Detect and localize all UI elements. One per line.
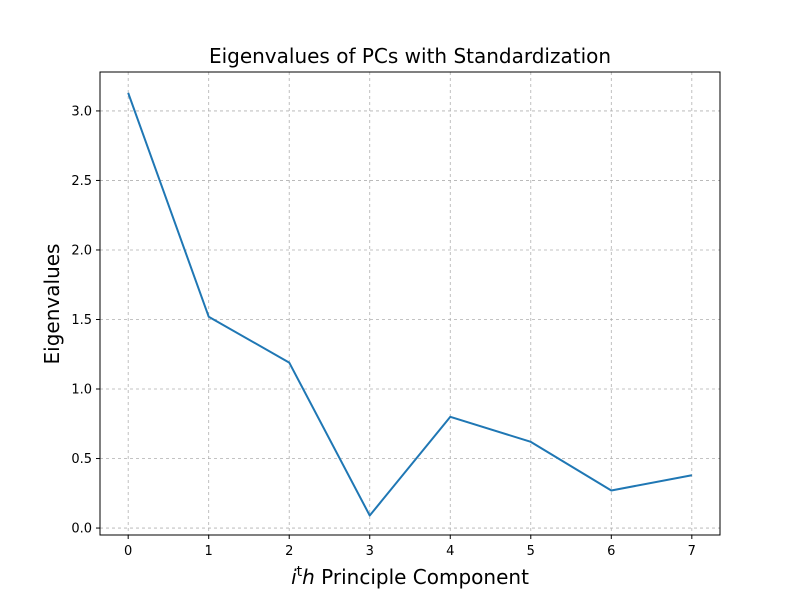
x-tick-label: 3 (366, 544, 374, 559)
x-axis-label-superscript: t (297, 564, 303, 580)
y-axis-label: Eigenvalues (40, 244, 64, 365)
x-axis-label-text: Principle Component (315, 565, 529, 589)
x-tick-label: 2 (285, 544, 293, 559)
x-tick-label: 0 (124, 544, 132, 559)
grid (100, 72, 720, 535)
y-tick-label: 2.5 (71, 174, 92, 189)
x-axis-ticks: 0 1 2 3 4 5 6 7 (124, 535, 696, 559)
x-axis-label-h: h (302, 565, 315, 589)
chart-title: Eigenvalues of PCs with Standardization (209, 44, 611, 68)
y-tick-label: 1.5 (71, 313, 92, 328)
y-axis-ticks: 0.0 0.5 1.0 1.5 2.0 2.5 3.0 (71, 104, 100, 537)
x-tick-label: 7 (688, 544, 696, 559)
series-line-0 (127, 92, 693, 517)
x-axis-label-i: i (291, 565, 297, 589)
x-tick-label: 1 (205, 544, 213, 559)
y-tick-label: 0.0 (71, 522, 92, 537)
plot-area-frame (99, 71, 721, 536)
y-tick-label: 3.0 (71, 104, 92, 119)
x-tick-label: 4 (446, 544, 454, 559)
y-tick-label: 1.0 (71, 383, 92, 398)
x-tick-label: 6 (607, 544, 615, 559)
series-layer (127, 92, 693, 517)
y-tick-label: 2.0 (71, 243, 92, 258)
x-axis-label: ith Principle Component (291, 564, 529, 589)
y-tick-label: 0.5 (71, 452, 92, 467)
x-tick-label: 5 (527, 544, 535, 559)
